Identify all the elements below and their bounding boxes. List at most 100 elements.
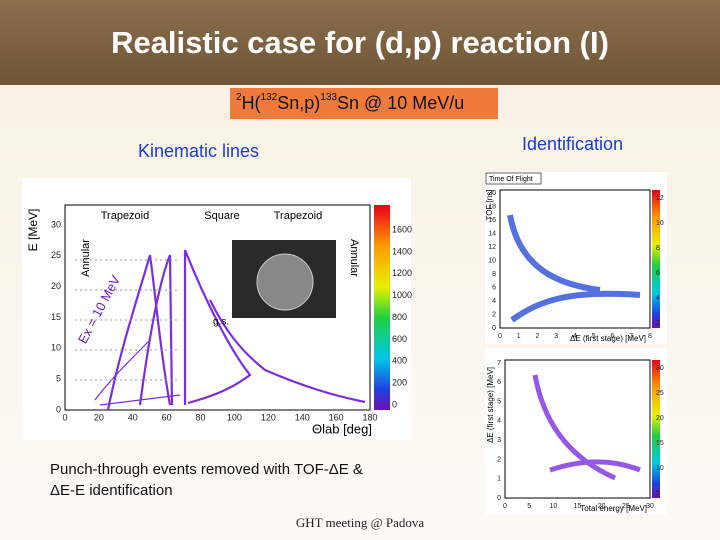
y-tick-label: 15 xyxy=(51,312,61,322)
z-tick-label: 4 xyxy=(656,295,660,302)
txt: H( xyxy=(242,93,261,113)
x-tick-label: 6 xyxy=(611,333,615,340)
x-tick-label: 0 xyxy=(503,503,507,510)
sup: 132 xyxy=(261,92,278,103)
color-bar xyxy=(374,205,390,410)
tof-bands xyxy=(507,214,641,323)
region-label: Trapezoid xyxy=(101,210,150,222)
de-bands xyxy=(532,374,641,481)
z-tick-label: 6 xyxy=(656,270,660,277)
z-tick-label: 0 xyxy=(392,399,397,409)
x-tick-label: 5 xyxy=(592,333,596,340)
x-tick-label: 1 xyxy=(517,333,521,340)
curve xyxy=(106,254,172,411)
y-tick-label: 7 xyxy=(497,360,501,367)
curve xyxy=(209,299,366,404)
y-tick-label: 30 xyxy=(51,219,61,229)
plot-frame xyxy=(499,189,651,329)
note-line: ΔE-E identification xyxy=(50,482,173,499)
region-label: Trapezoid xyxy=(274,210,323,222)
inset-detector xyxy=(256,253,314,311)
x-tick-label: 7 xyxy=(629,333,633,340)
right-heading: Identification xyxy=(522,134,623,154)
txt: Sn,p) xyxy=(277,93,320,113)
x-tick-label: 60 xyxy=(162,412,172,422)
x-tick-label: 3 xyxy=(554,333,558,340)
z-tick-label: 5 xyxy=(656,490,660,497)
y-tick-label: 14 xyxy=(488,230,496,237)
z-tick-label: 200 xyxy=(392,378,407,388)
y-tick-label: 4 xyxy=(492,298,496,305)
slide-title: Realistic case for (d,p) reaction (I) xyxy=(111,25,609,60)
z-tick-label: 10 xyxy=(656,465,664,472)
x-tick-label: 0 xyxy=(62,412,67,422)
z-tick-label: 1400 xyxy=(392,246,412,256)
kinematic-curves xyxy=(94,249,366,411)
footer: GHT meeting @ Padova xyxy=(296,515,425,530)
x-tick-label: 20 xyxy=(598,503,606,510)
y-axis-label: E [MeV] xyxy=(26,209,40,252)
x-tick-label: 40 xyxy=(128,412,138,422)
curve xyxy=(94,339,181,406)
y-tick-label: 5 xyxy=(56,374,61,384)
curve xyxy=(183,249,252,405)
z-tick-label: 800 xyxy=(392,312,407,322)
x-tick-label: 4 xyxy=(573,333,577,340)
y-tick-label: 10 xyxy=(488,257,496,264)
x-tick-label: 10 xyxy=(549,503,557,510)
y-tick-label: 10 xyxy=(51,343,61,353)
x-axis-label: Total energy [MeV] xyxy=(580,504,647,513)
reaction-text: 2H(132Sn,p)133Sn @ 10 MeV/u xyxy=(236,92,464,113)
plot-frame xyxy=(504,359,651,499)
z-tick-label: 1200 xyxy=(392,268,412,278)
x-tick-label: 15 xyxy=(574,503,582,510)
x-tick-label: 20 xyxy=(94,412,104,422)
color-bar xyxy=(652,360,660,498)
x-tick-label: 30 xyxy=(646,503,654,510)
z-tick-label: 400 xyxy=(392,356,407,366)
y-tick-label: 2 xyxy=(497,456,501,463)
x-axis-label: Θlab [deg] xyxy=(312,421,372,436)
title-box xyxy=(485,172,542,185)
x-tick-label: 80 xyxy=(196,412,206,422)
x-tick-label: 25 xyxy=(622,503,630,510)
x-tick-label: 180 xyxy=(362,412,377,422)
txt: Sn @ 10 MeV/u xyxy=(337,93,464,113)
z-tick-label: 15 xyxy=(656,440,664,447)
y-tick-label: 6 xyxy=(492,284,496,291)
y-tick-label: 16 xyxy=(488,217,496,224)
y-tick-label: 0 xyxy=(492,325,496,332)
x-tick-label: 100 xyxy=(227,412,242,422)
sup: 133 xyxy=(320,92,337,103)
z-tick-label: 1600 xyxy=(392,224,412,234)
y-tick-label: 20 xyxy=(51,281,61,291)
y-tick-label: 25 xyxy=(51,250,61,260)
reaction-box xyxy=(230,88,498,119)
x-tick-label: 8 xyxy=(648,333,652,340)
region-label: Square xyxy=(204,210,239,222)
x-tick-label: 120 xyxy=(261,412,276,422)
note-line: Punch-through events removed with TOF-ΔE… xyxy=(50,461,363,478)
y-axis-label: ΔE (first stage) [MeV] xyxy=(486,367,495,443)
y-tick-label: 0 xyxy=(56,404,61,414)
y-tick-label: 20 xyxy=(488,190,496,197)
z-tick-label: 10 xyxy=(656,220,664,227)
y-tick-label: 8 xyxy=(492,271,496,278)
x-tick-label: 5 xyxy=(527,503,531,510)
gs-label: g.s. xyxy=(213,317,229,328)
z-tick-label: 1000 xyxy=(392,290,412,300)
de-panel xyxy=(485,348,667,514)
y-tick-label: 6 xyxy=(497,379,501,386)
sup: 2 xyxy=(236,92,242,103)
side-label: Annular xyxy=(80,239,92,277)
y-tick-label: 0 xyxy=(497,495,501,502)
left-heading: Kinematic lines xyxy=(138,141,259,161)
y-tick-label: 3 xyxy=(497,437,501,444)
z-tick-label: 8 xyxy=(656,245,660,252)
plot-title: Time Of Flight xyxy=(489,176,533,183)
x-tick-label: 160 xyxy=(329,412,344,422)
y-tick-label: 1 xyxy=(497,476,501,483)
